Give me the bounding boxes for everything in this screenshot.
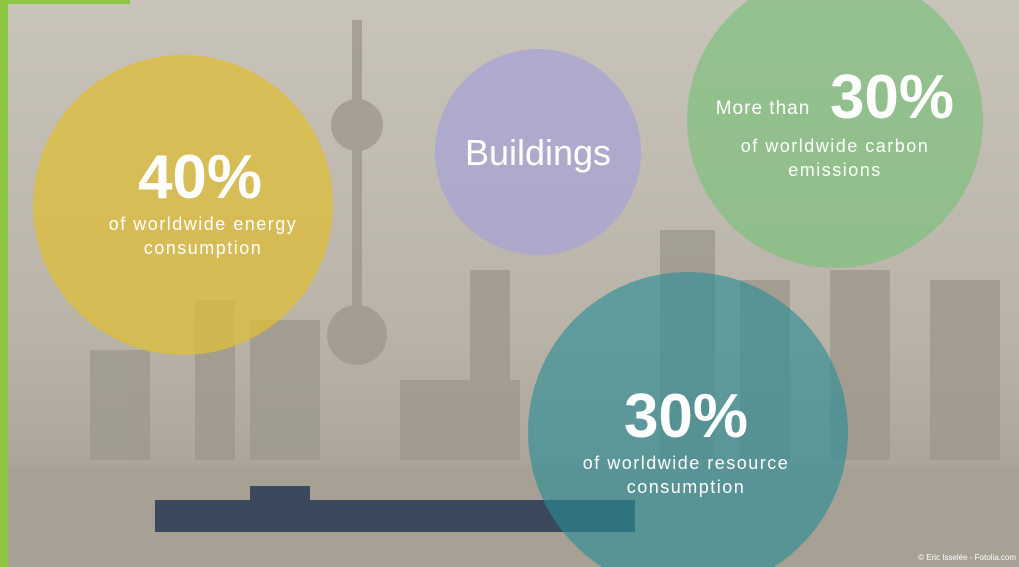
label: emissions <box>788 160 882 180</box>
left-border <box>0 0 8 567</box>
stat: 30% <box>830 63 954 132</box>
circle <box>435 49 641 255</box>
top-border <box>0 0 130 4</box>
credit: © Eric Isselée - Fotolia.com <box>918 553 1016 562</box>
label: of worldwide energy <box>109 214 298 234</box>
stat: 30% <box>624 382 748 451</box>
circle <box>687 0 983 268</box>
circle <box>33 55 333 355</box>
label: consumption <box>627 477 746 497</box>
prefix: More than <box>716 98 811 119</box>
heading: Buildings <box>465 132 611 173</box>
boat-cabin <box>250 486 310 502</box>
label: of worldwide resource <box>583 453 790 473</box>
circle <box>528 272 848 567</box>
label: of worldwide carbon <box>741 136 930 156</box>
label: consumption <box>144 238 263 258</box>
stat: 40% <box>138 143 262 212</box>
